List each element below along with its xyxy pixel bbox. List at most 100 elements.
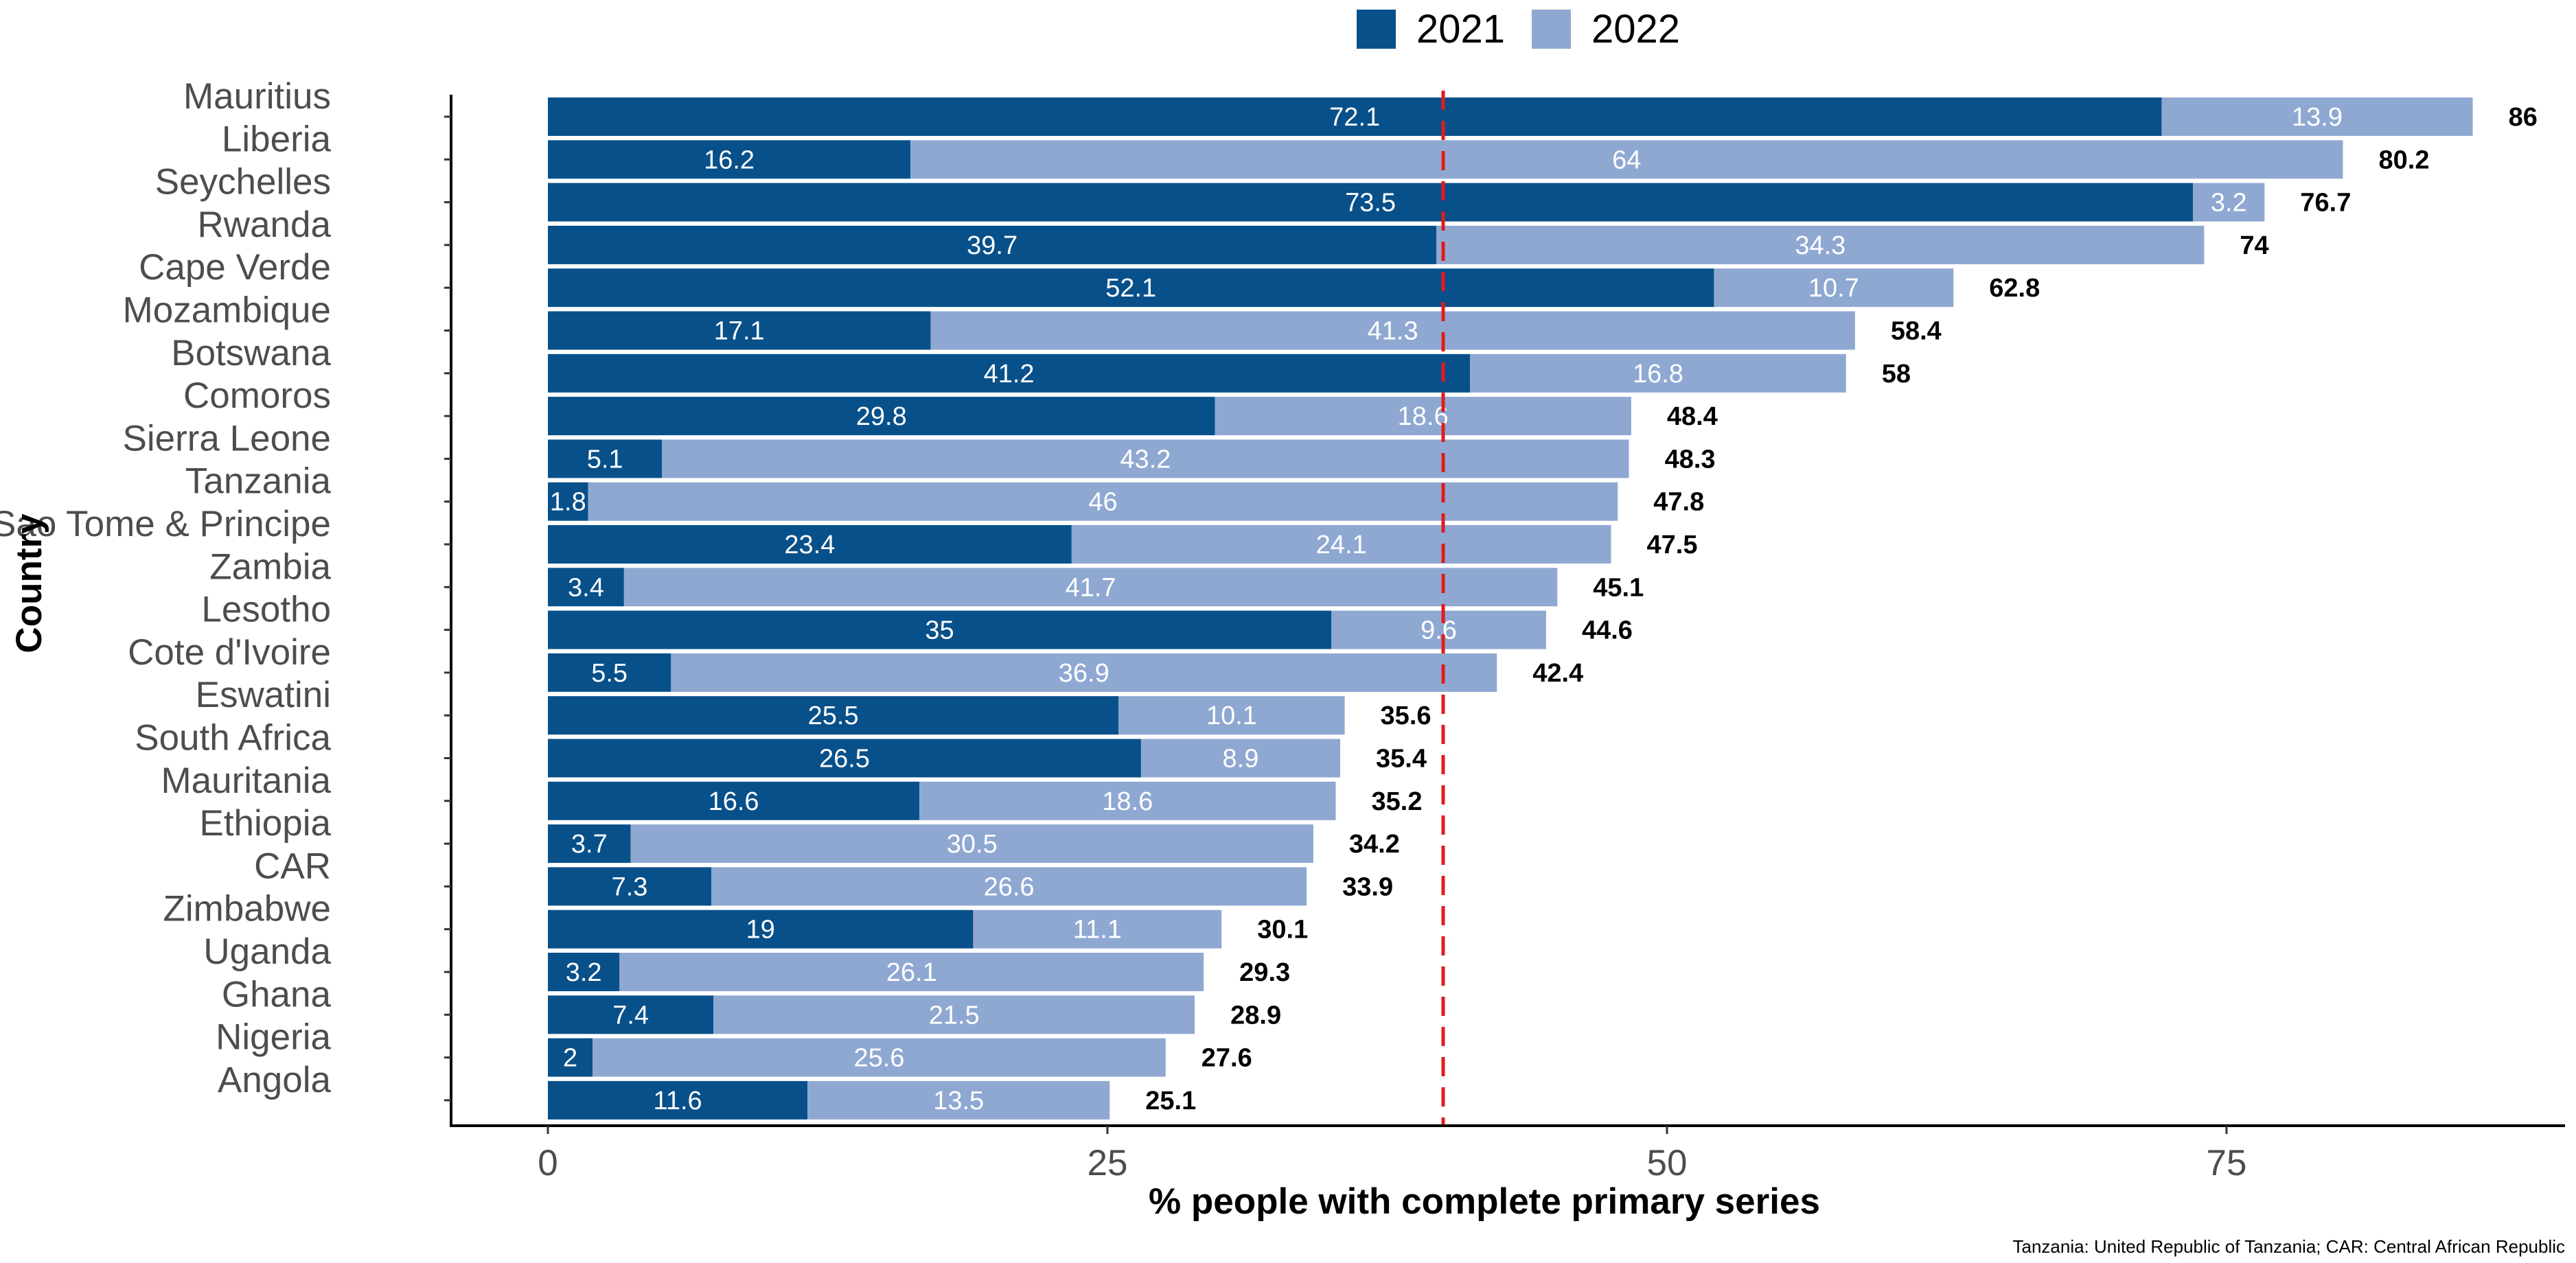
segment-label-2022-4: 10.7 xyxy=(1808,274,1859,303)
bar-2021-8 xyxy=(548,439,663,478)
segment-label-2021-10: 23.4 xyxy=(784,531,835,559)
total-label-2: 76.7 xyxy=(2300,189,2351,218)
total-label-17: 34.2 xyxy=(1349,830,1400,859)
segment-label-2021-18: 7.3 xyxy=(612,872,648,901)
bar-2022-15 xyxy=(1140,739,1341,778)
bar-2021-23 xyxy=(548,1080,808,1120)
segment-label-2022-9: 46 xyxy=(1088,488,1117,517)
category-label-22: Nigeria xyxy=(216,1017,331,1058)
total-label-18: 33.9 xyxy=(1342,872,1393,901)
bar-2021-5 xyxy=(548,311,931,350)
bar-2021-21 xyxy=(548,995,714,1034)
segment-label-2022-16: 18.6 xyxy=(1102,787,1153,816)
bar-2022-22 xyxy=(593,1038,1166,1077)
category-label-6: Botswana xyxy=(171,333,331,373)
segment-label-2021-2: 73.5 xyxy=(1345,189,1396,218)
bar-2022-3 xyxy=(1436,225,2205,264)
bar-2022-2 xyxy=(2193,183,2265,222)
bar-2021-17 xyxy=(548,824,631,864)
category-label-16: Mauritania xyxy=(161,761,332,801)
total-label-5: 58.4 xyxy=(1891,317,1942,346)
category-label-14: Eswatini xyxy=(196,675,331,715)
bar-2022-23 xyxy=(807,1080,1110,1120)
bar-2022-19 xyxy=(973,909,1222,949)
total-label-23: 25.1 xyxy=(1145,1087,1196,1115)
category-label-2: Seychelles xyxy=(155,162,331,202)
legend-swatch-2021 xyxy=(1357,10,1396,49)
category-label-4: Cape Verde xyxy=(139,247,331,288)
bar-2022-11 xyxy=(623,568,1558,607)
bar-2021-15 xyxy=(548,739,1141,778)
legend-swatch-2022 xyxy=(1532,10,1571,49)
total-label-20: 29.3 xyxy=(1239,958,1290,987)
segment-label-2022-7: 18.6 xyxy=(1398,402,1449,431)
x-axis-ticks: 0 25 50 75 xyxy=(538,1126,2246,1183)
legend: 2021 2022 xyxy=(1357,7,1680,51)
bar-2021-19 xyxy=(548,909,974,949)
bar-2022-8 xyxy=(662,439,1629,478)
category-label-8: Sierra Leone xyxy=(123,418,331,459)
segment-label-2021-19: 19 xyxy=(746,916,775,945)
segment-label-2022-10: 24.1 xyxy=(1316,531,1367,559)
segment-label-2022-13: 36.9 xyxy=(1059,659,1109,688)
total-label-22: 27.6 xyxy=(1201,1044,1252,1073)
bar-2022-7 xyxy=(1215,397,1631,436)
bar-2021-18 xyxy=(548,867,711,906)
segment-label-2021-7: 29.8 xyxy=(856,402,907,431)
total-label-19: 30.1 xyxy=(1257,916,1308,945)
x-tick-label-1: 25 xyxy=(1088,1143,1128,1183)
bar-2022-1 xyxy=(910,140,2343,179)
category-label-19: Zimbabwe xyxy=(163,889,331,929)
segment-label-2022-23: 13.5 xyxy=(933,1087,984,1115)
total-label-12: 44.6 xyxy=(1582,616,1633,645)
bar-2022-6 xyxy=(1470,354,1846,393)
segment-label-2021-16: 16.6 xyxy=(709,787,759,816)
bar-2021-11 xyxy=(548,568,624,607)
total-label-11: 45.1 xyxy=(1593,573,1644,602)
bar-2021-12 xyxy=(548,610,1331,649)
category-label-3: Rwanda xyxy=(198,205,332,245)
bar-2021-9 xyxy=(548,482,588,521)
segment-label-2022-0: 13.9 xyxy=(2292,103,2343,132)
total-label-3: 74 xyxy=(2240,231,2268,260)
category-label-5: Mozambique xyxy=(123,290,331,331)
segment-label-2022-17: 30.5 xyxy=(947,830,998,859)
segment-label-2021-20: 3.2 xyxy=(566,958,602,987)
total-label-16: 35.2 xyxy=(1372,787,1423,816)
segment-label-2021-3: 39.7 xyxy=(967,231,1017,260)
bar-2021-3 xyxy=(548,225,1437,264)
segment-label-2021-0: 72.1 xyxy=(1329,103,1380,132)
category-label-7: Comoros xyxy=(183,375,331,416)
category-label-0: Mauritius xyxy=(183,76,331,117)
segment-label-2021-14: 25.5 xyxy=(808,702,859,730)
bar-2021-2 xyxy=(548,183,2194,222)
category-label-18: CAR xyxy=(254,846,331,886)
total-label-7: 48.4 xyxy=(1667,402,1718,431)
bar-2021-13 xyxy=(548,653,671,692)
category-label-11: Zambia xyxy=(209,546,331,587)
bar-2022-4 xyxy=(1714,268,1954,308)
bar-2021-7 xyxy=(548,397,1215,436)
x-tick-label-2: 50 xyxy=(1647,1143,1688,1183)
segment-label-2021-5: 17.1 xyxy=(714,317,765,346)
bar-2022-21 xyxy=(713,995,1195,1034)
category-label-15: South Africa xyxy=(135,718,331,758)
bar-2022-13 xyxy=(671,653,1497,692)
category-label-17: Ethiopia xyxy=(199,803,331,844)
bar-2022-20 xyxy=(619,953,1204,991)
bar-2021-10 xyxy=(548,525,1072,564)
bar-2022-5 xyxy=(930,311,1855,350)
segment-label-2022-20: 26.1 xyxy=(886,958,937,987)
bar-2021-1 xyxy=(548,140,911,179)
category-label-12: Lesotho xyxy=(201,590,331,630)
total-label-0: 86 xyxy=(2509,103,2538,132)
legend-label-2021: 2021 xyxy=(1416,7,1505,51)
total-label-4: 62.8 xyxy=(1989,274,2040,303)
bar-2021-6 xyxy=(548,354,1471,393)
segment-label-2022-15: 8.9 xyxy=(1223,745,1259,774)
bar-2022-9 xyxy=(588,482,1618,521)
segment-label-2021-23: 11.6 xyxy=(654,1087,702,1115)
total-label-8: 48.3 xyxy=(1665,445,1716,474)
